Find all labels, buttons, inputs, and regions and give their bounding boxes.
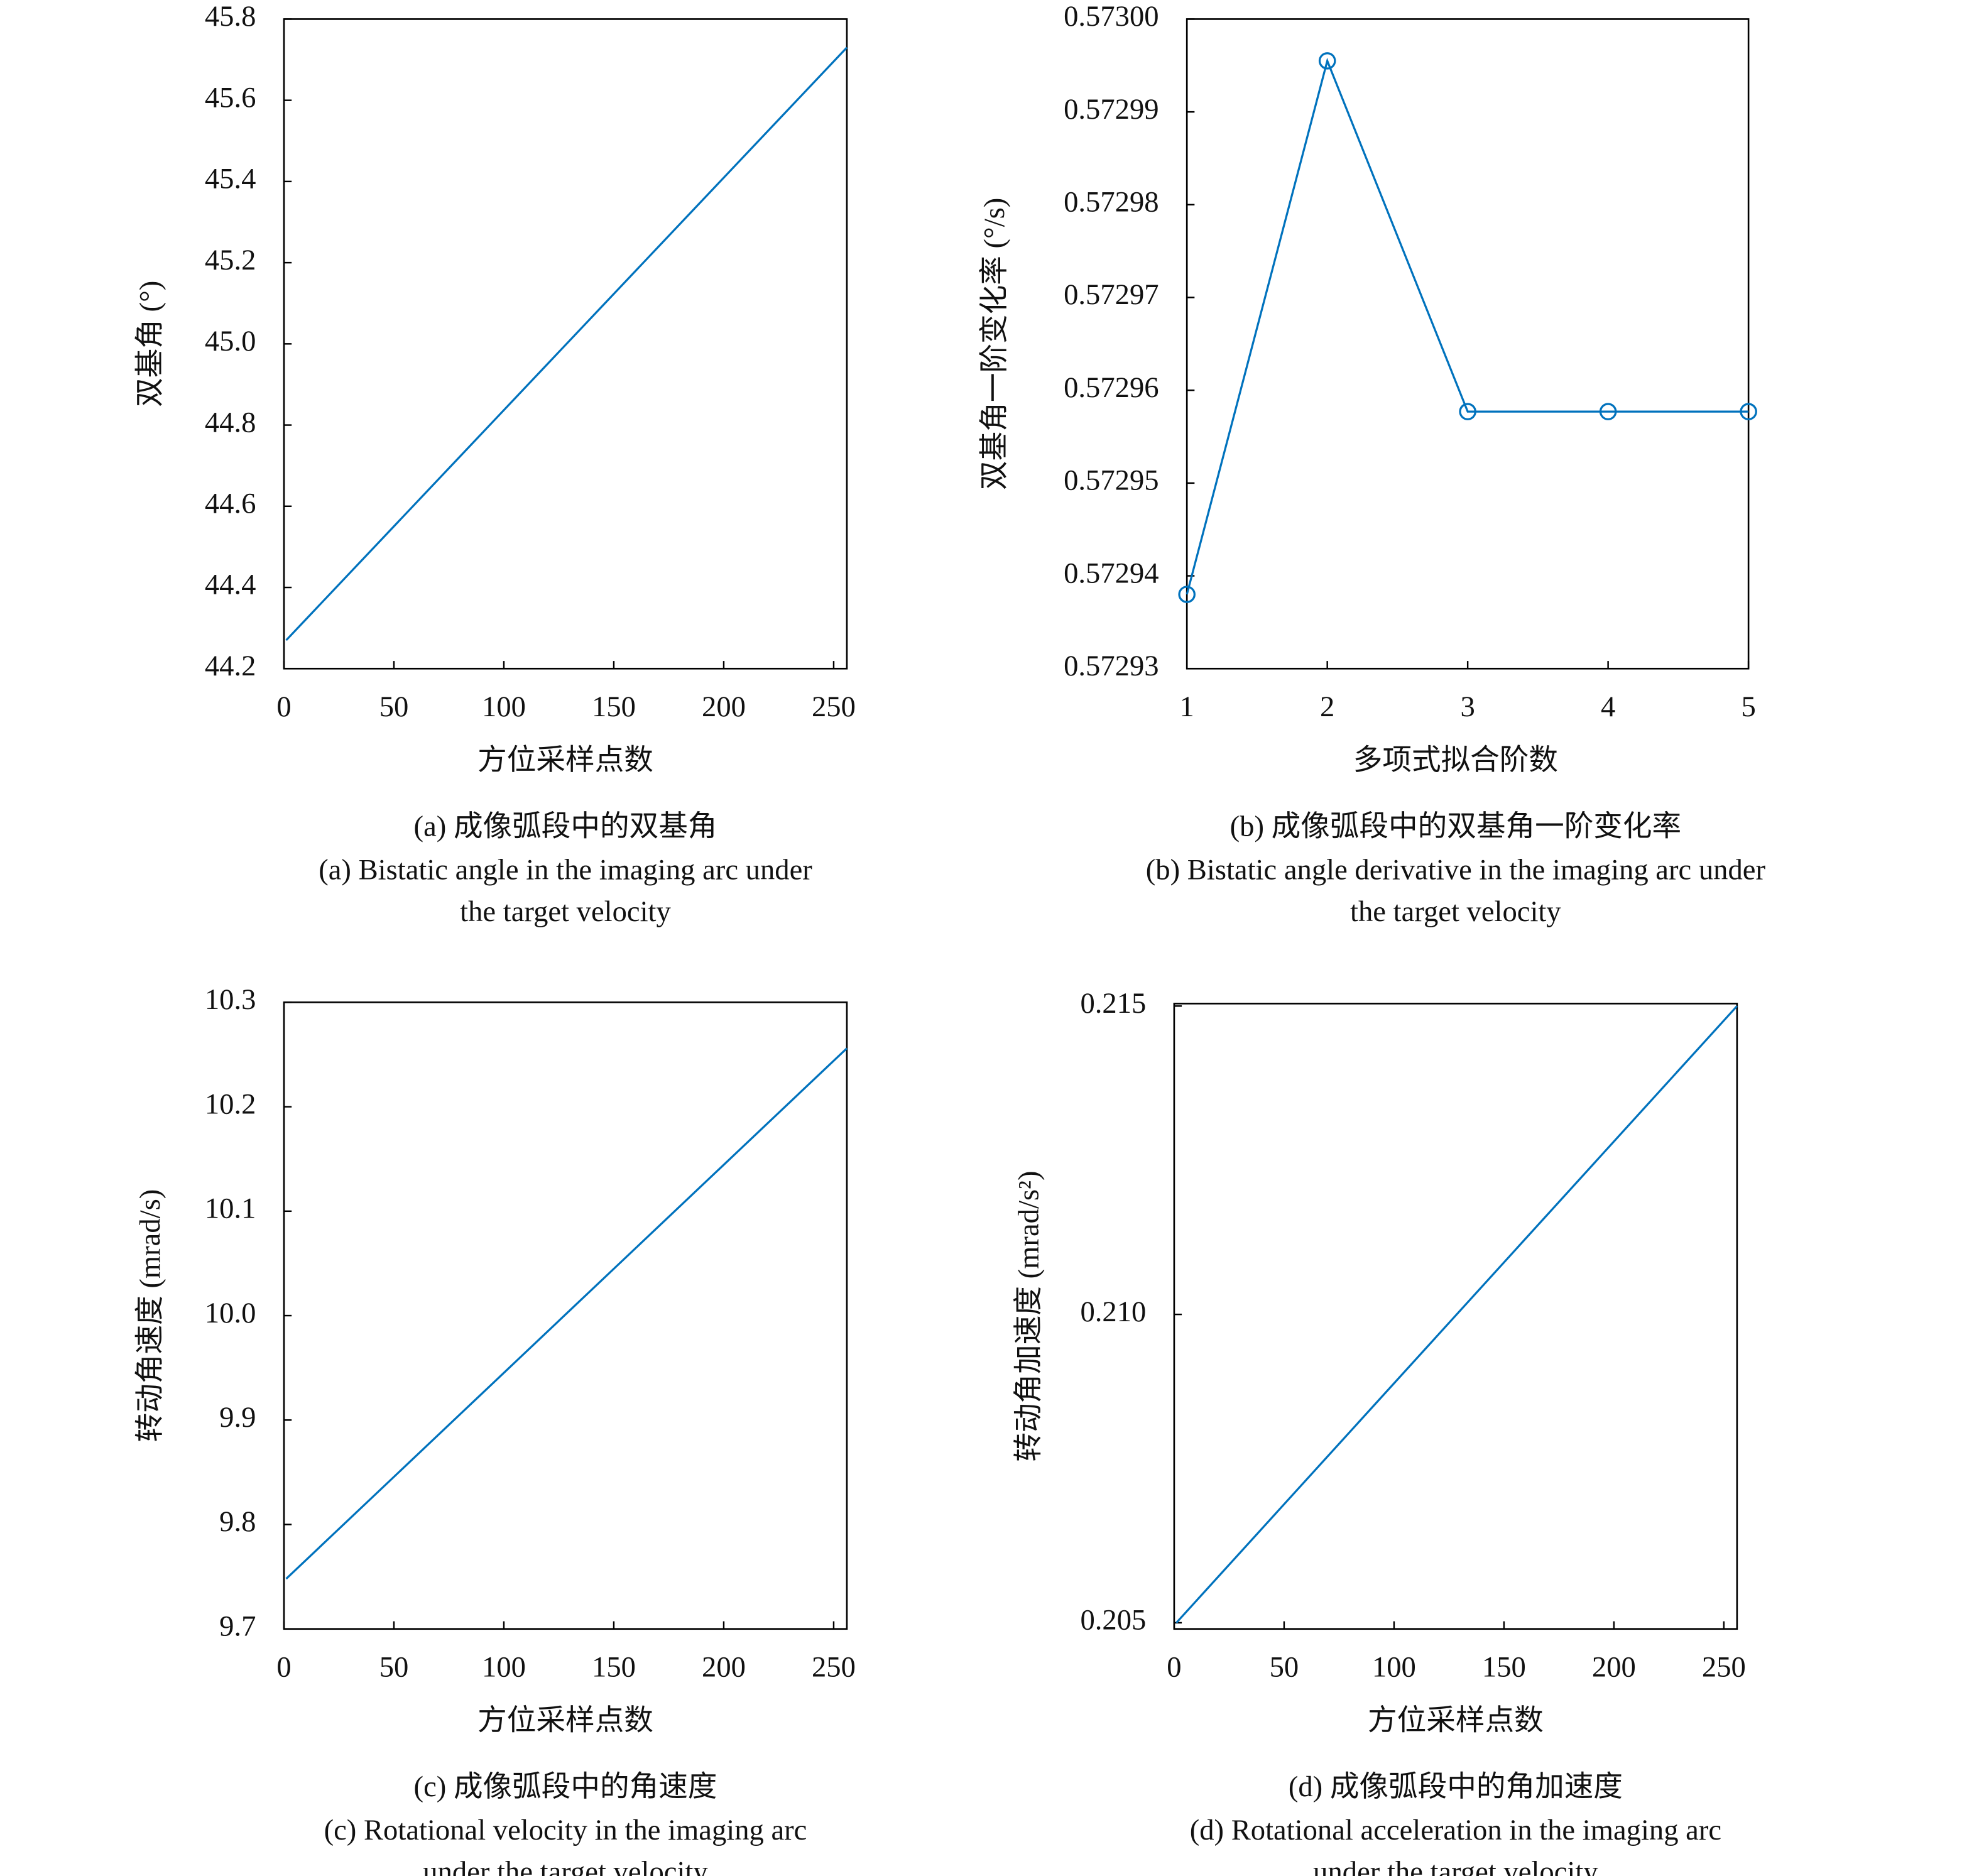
caption-zh: (c) 成像弧段中的角速度 <box>414 1770 717 1803</box>
x-tick-label: 250 <box>812 690 856 723</box>
x-tick-label: 250 <box>1702 1650 1746 1683</box>
data-line <box>285 1047 848 1580</box>
y-tick-label: 45.0 <box>205 325 256 357</box>
y-tick-label: 0.57300 <box>1064 0 1159 33</box>
data-line <box>285 46 848 641</box>
x-tick-label: 150 <box>592 1650 636 1683</box>
x-axis-label: 方位采样点数 <box>1368 1704 1544 1737</box>
y-tick-label: 10.0 <box>205 1297 256 1329</box>
x-tick-label: 100 <box>482 690 526 723</box>
x-axis-label: 方位采样点数 <box>477 1704 653 1737</box>
caption-en: the target velocity <box>1350 895 1561 928</box>
x-tick-label: 50 <box>379 1650 409 1683</box>
x-tick-label: 150 <box>592 690 636 723</box>
caption-en: (c) Rotational velocity in the imaging a… <box>324 1814 807 1846</box>
y-tick-label: 45.8 <box>205 0 256 33</box>
data-line <box>1175 1005 1738 1624</box>
x-tick-label: 50 <box>379 690 409 723</box>
marker <box>1599 403 1617 420</box>
y-tick-label: 0.57294 <box>1064 557 1159 589</box>
y-tick-label: 10.3 <box>205 983 256 1016</box>
x-tick-label: 1 <box>1180 690 1194 723</box>
x-tick-label: 0 <box>1167 1650 1181 1683</box>
caption-en: under the target velocity <box>423 1856 708 1876</box>
x-axis-label: 方位采样点数 <box>477 744 653 777</box>
x-tick-label: 200 <box>702 1650 746 1683</box>
caption-en: (d) Rotational acceleration in the imagi… <box>1190 1814 1721 1846</box>
y-tick-label: 45.2 <box>205 244 256 276</box>
marker <box>1459 403 1476 420</box>
y-tick-label: 0.57297 <box>1064 278 1159 311</box>
panel: 0 50 100 150 200 250 0.205 0.210 0.215 转动角加速度 (mr… <box>1013 987 1746 1876</box>
x-tick-label: 200 <box>1592 1650 1636 1683</box>
data-line <box>1186 57 1749 595</box>
y-tick-label: 0.57298 <box>1064 185 1159 218</box>
y-tick-label: 9.9 <box>219 1401 256 1434</box>
x-tick-label: 3 <box>1460 690 1475 723</box>
panel: 0 50 100 150 200 250 9.7 9.8 9.9 10.0 10.1 10.2 10.3… <box>134 983 856 1876</box>
y-tick-label: 44.2 <box>205 650 256 682</box>
y-tick-label: 44.4 <box>205 569 256 601</box>
y-tick-label: 0.57293 <box>1064 650 1159 682</box>
x-tick-label: 100 <box>482 1650 526 1683</box>
marker <box>1318 52 1336 70</box>
x-tick-label: 4 <box>1601 690 1615 723</box>
y-tick-label: 0.215 <box>1080 987 1146 1020</box>
marker <box>1178 586 1196 603</box>
x-tick-label: 0 <box>276 1650 291 1683</box>
y-axis-label: 双基角一阶变化率 (°/s) <box>978 198 1011 490</box>
x-axis-label: 多项式拟合阶数 <box>1353 744 1558 777</box>
x-tick-label: 0 <box>276 690 291 723</box>
caption-zh: (d) 成像弧段中的角加速度 <box>1289 1770 1623 1803</box>
x-tick-label: 5 <box>1741 690 1755 723</box>
y-tick-label: 10.2 <box>205 1088 256 1120</box>
panel: 0 50 100 150 200 250 44.2 44.4 44.6 44.8 45.0 45.2 4… <box>134 0 856 928</box>
x-tick-label: 2 <box>1320 690 1334 723</box>
y-tick-label: 44.8 <box>205 406 256 439</box>
y-tick-label: 45.4 <box>205 163 256 195</box>
y-tick-label: 0.57299 <box>1064 93 1159 126</box>
y-tick-label: 10.1 <box>205 1192 256 1225</box>
marker <box>1740 403 1757 420</box>
caption-zh: (b) 成像弧段中的双基角一阶变化率 <box>1230 810 1682 843</box>
x-tick-label: 200 <box>702 690 746 723</box>
caption-en: (b) Bistatic angle derivative in the ima… <box>1146 853 1766 886</box>
x-tick-label: 50 <box>1270 1650 1299 1683</box>
plot-frame <box>1186 18 1750 670</box>
plot-frame <box>1173 1003 1738 1630</box>
caption-en: (a) Bistatic angle in the imaging arc un… <box>319 853 812 886</box>
caption-en: under the target velocity <box>1313 1856 1598 1876</box>
caption-en: the target velocity <box>460 895 671 928</box>
y-tick-label: 0.205 <box>1080 1604 1146 1637</box>
x-tick-label: 100 <box>1372 1650 1416 1683</box>
caption-zh: (a) 成像弧段中的双基角 <box>414 810 717 843</box>
panel: 1 2 3 4 5 0.57293 0.57294 0.57295 0.57296 0.57297… <box>978 0 1766 928</box>
x-tick-label: 150 <box>1482 1650 1526 1683</box>
y-tick-label: 45.6 <box>205 81 256 114</box>
y-tick-label: 9.8 <box>219 1505 256 1538</box>
y-tick-label: 0.57296 <box>1064 371 1159 404</box>
y-axis-label: 双基角 (°) <box>134 281 166 407</box>
y-tick-label: 9.7 <box>219 1610 256 1642</box>
y-axis-label: 转动角速度 (mrad/s) <box>134 1189 166 1442</box>
y-tick-label: 0.57295 <box>1064 464 1159 497</box>
x-tick-label: 250 <box>812 1650 856 1683</box>
y-tick-label: 44.6 <box>205 487 256 520</box>
y-tick-label: 0.210 <box>1080 1295 1146 1328</box>
y-axis-label: 转动角加速度 (mrad/s²) <box>1013 1170 1045 1461</box>
